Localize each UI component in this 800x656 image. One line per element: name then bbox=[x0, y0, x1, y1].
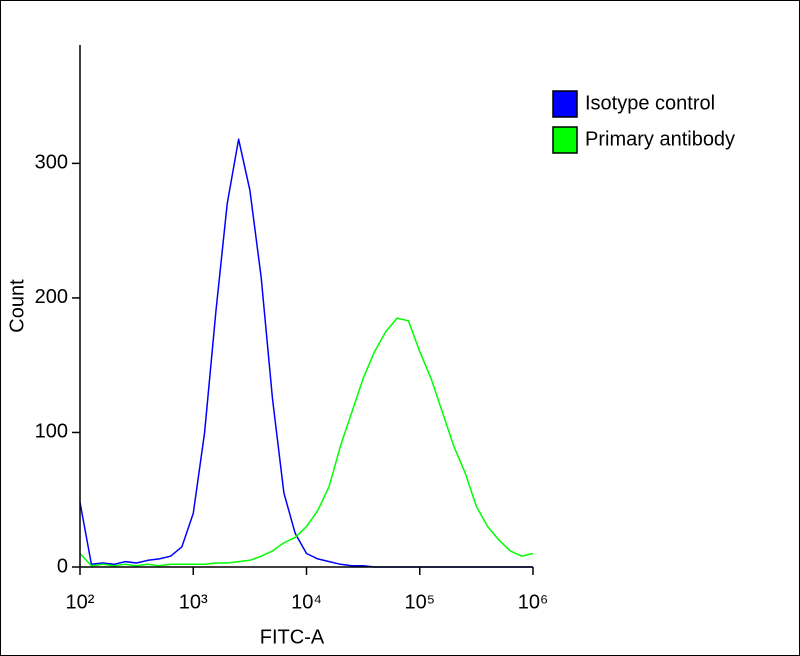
x-tick-label: 10⁴ bbox=[291, 591, 322, 613]
legend: Isotype control Primary antibody bbox=[552, 90, 735, 154]
legend-swatch bbox=[552, 126, 578, 154]
x-tick-label: 10⁶ bbox=[518, 591, 548, 613]
y-tick-label: 300 bbox=[35, 152, 68, 174]
x-tick-label: 10³ bbox=[179, 591, 208, 613]
legend-label: Isotype control bbox=[585, 92, 715, 114]
legend-label: Primary antibody bbox=[585, 128, 735, 150]
series-line bbox=[79, 317, 534, 567]
y-tick-label: 100 bbox=[35, 421, 68, 443]
x-tick-label: 10² bbox=[66, 591, 95, 613]
y-tick-label: 200 bbox=[35, 286, 68, 308]
y-axis-label: Count bbox=[6, 279, 28, 333]
y-tick-label: 0 bbox=[57, 555, 68, 577]
legend-swatch bbox=[552, 90, 578, 118]
x-axis-label: FITC-A bbox=[260, 626, 325, 648]
x-tick-label: 10⁵ bbox=[404, 591, 435, 613]
